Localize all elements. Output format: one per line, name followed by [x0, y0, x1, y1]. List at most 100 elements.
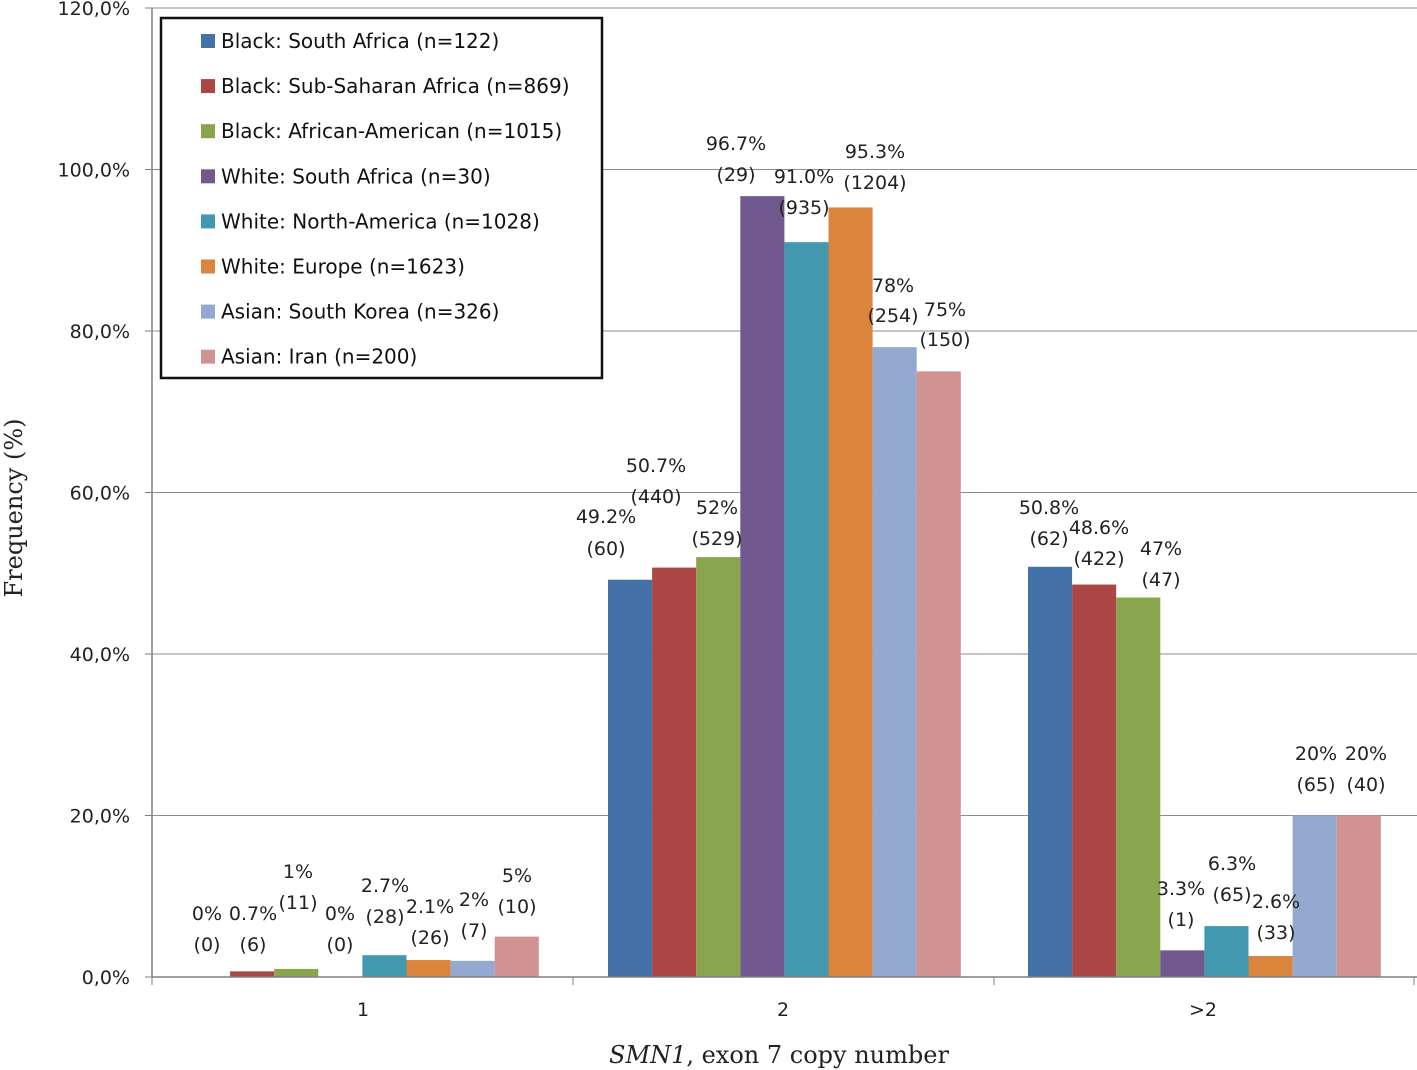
legend-swatch [201, 214, 215, 229]
legend-swatch [201, 304, 215, 319]
bar [1292, 815, 1337, 977]
data-label-percent: 91.0% [774, 166, 834, 188]
y-tick-label: 100,0% [58, 160, 130, 182]
data-label-percent: 78% [872, 275, 914, 297]
y-tick-label: 0,0% [82, 967, 130, 989]
data-label-percent: 20% [1345, 743, 1387, 765]
data-label-percent: 2% [459, 889, 489, 911]
y-axis-title: Frequency (%) [0, 419, 28, 598]
x-axis-title-gene: SMN1 [609, 1041, 686, 1069]
bar [274, 968, 319, 977]
bar [872, 347, 917, 977]
legend-swatch [201, 169, 215, 184]
data-label-count: (40) [1346, 774, 1385, 796]
legend-box [159, 16, 604, 380]
x-tick-label: 2 [777, 999, 789, 1021]
data-label-count: (150) [919, 329, 970, 351]
data-label-percent: 48.6% [1069, 517, 1129, 539]
y-tick-label: 80,0% [70, 321, 130, 343]
legend-entry: Asian: South Korea (n=326) [221, 300, 499, 324]
bar [1116, 597, 1161, 977]
bar [1204, 926, 1249, 977]
data-label-count: (6) [240, 934, 267, 956]
bar [362, 955, 407, 977]
x-axis-title: SMN1, exon 7 copy number [609, 1041, 949, 1069]
data-label-count: (935) [778, 197, 829, 219]
legend-swatch [201, 34, 215, 48]
data-label-count: (0) [194, 934, 221, 956]
bar [916, 371, 961, 977]
data-label-count: (1204) [843, 172, 906, 194]
bars [230, 196, 1381, 978]
legend-swatch [201, 124, 215, 139]
data-label-count: (7) [461, 920, 488, 942]
bar [1028, 566, 1073, 977]
legend-entry: White: Europe (n=1623) [221, 255, 465, 279]
y-tick-label: 120,0% [58, 0, 130, 20]
data-label-count: (28) [365, 906, 404, 928]
data-label-count: (65) [1212, 884, 1251, 906]
bar [450, 960, 495, 977]
data-label-percent: 75% [924, 299, 966, 321]
legend-entry: Asian: Iran (n=200) [221, 345, 417, 369]
data-labels: 0% (0) 49.2% (60) 50.8% (62) 0.7% (6) 50.7% (440)… [192, 133, 1387, 956]
data-label-count: (11) [278, 892, 317, 914]
data-label-percent: 2.6% [1252, 891, 1300, 913]
bar [608, 579, 653, 977]
data-label-count: (65) [1296, 774, 1335, 796]
legend-entry: Black: African-American (n=1015) [221, 119, 562, 143]
bar [784, 242, 829, 978]
data-label-count: (529) [691, 528, 742, 550]
data-label-count: (440) [630, 486, 681, 508]
y-tick-label: 60,0% [70, 483, 130, 505]
x-tick-label: 1 [357, 999, 369, 1021]
bar [652, 567, 697, 977]
bar [230, 971, 275, 977]
legend-swatch [201, 259, 215, 274]
legend-entry: White: North-America (n=1028) [221, 209, 540, 233]
y-tick-label: 40,0% [70, 644, 130, 666]
bar [1072, 584, 1117, 977]
data-label-percent: 3.3% [1157, 878, 1205, 900]
data-label-count: (60) [586, 538, 625, 560]
legend-swatch [201, 79, 215, 94]
data-label-percent: 2.1% [406, 896, 454, 918]
data-label-percent: 6.3% [1208, 853, 1256, 875]
data-label-count: (1) [1168, 909, 1195, 931]
legend-entry: Black: South Africa (n=122) [221, 29, 499, 53]
data-label-percent: 96.7% [706, 133, 766, 155]
bar [828, 207, 873, 977]
data-label-percent: 49.2% [576, 506, 636, 528]
data-label-percent: 52% [696, 497, 738, 519]
data-label-count: (422) [1073, 548, 1124, 570]
x-tick-label: >2 [1189, 999, 1217, 1021]
data-label-percent: 0% [325, 903, 355, 925]
data-label-percent: 0% [192, 903, 222, 925]
bar [696, 557, 741, 977]
data-label-percent: 95.3% [845, 141, 905, 163]
x-axis-title-rest: , exon 7 copy number [686, 1041, 949, 1069]
data-label-count: (10) [497, 896, 536, 918]
data-label-count: (29) [716, 164, 755, 186]
legend-entry: White: South Africa (n=30) [221, 164, 491, 188]
data-label-count: (254) [867, 305, 918, 327]
data-label-percent: 5% [502, 865, 532, 887]
data-label-percent: 1% [283, 861, 313, 883]
data-label-percent: 0.7% [229, 903, 277, 925]
data-label-percent: 2.7% [361, 875, 409, 897]
data-label-percent: 50.7% [626, 455, 686, 477]
legend-swatch [201, 349, 215, 364]
y-tick-label: 20,0% [70, 806, 130, 828]
bar [1248, 956, 1293, 977]
data-label-percent: 20% [1295, 743, 1337, 765]
bar [406, 960, 451, 977]
data-label-count: (33) [1256, 922, 1295, 944]
data-label-count: (0) [327, 934, 354, 956]
legend: Black: South Africa (n=122) Black: Sub-Sa… [159, 16, 604, 380]
bar [1160, 950, 1205, 977]
data-label-count: (26) [410, 927, 449, 949]
data-label-count: (47) [1141, 569, 1180, 591]
data-label-percent: 50.8% [1019, 497, 1079, 519]
